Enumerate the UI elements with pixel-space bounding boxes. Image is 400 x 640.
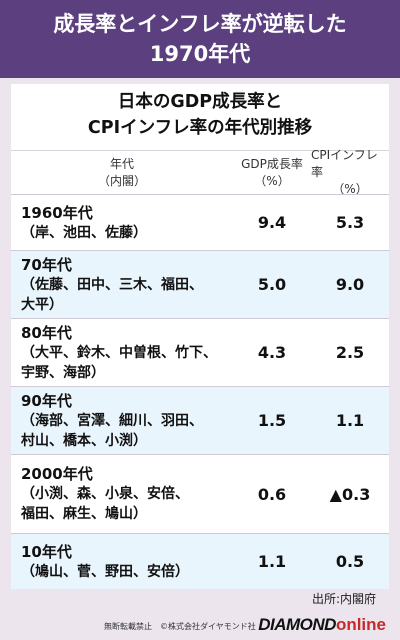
table-row: 70年代 （佐藤、田中、三木、福田、 大平） 5.0 9.0 <box>11 250 389 318</box>
decade-label: 90年代 <box>21 391 72 410</box>
cpi-value: ▲0.3 <box>329 484 371 504</box>
era-cell: 1960年代 （岸、池田、佐藤） <box>11 195 233 250</box>
decade-label: 1960年代 <box>21 203 93 222</box>
era-cell: 10年代 （鳩山、菅、野田、安倍） <box>11 534 233 589</box>
cpi-value: 2.5 <box>335 343 365 362</box>
era-cell: 90年代 （海部、宮澤、細川、羽田、 村山、橋本、小渕） <box>11 387 233 454</box>
header-gdp-label: GDP成長率 <box>241 156 303 171</box>
table-row: 1960年代 （岸、池田、佐藤） 9.4 5.3 <box>11 194 389 250</box>
logo-online: online <box>335 615 386 634</box>
prime-ministers-cont: 村山、橋本、小渕） <box>21 432 147 449</box>
table-row: 80年代 （大平、鈴木、中曽根、竹下、 宇野、海部） 4.3 2.5 <box>11 318 389 386</box>
title-banner: 成長率とインフレ率が逆転した 1970年代 <box>0 0 400 78</box>
table-row: 90年代 （海部、宮澤、細川、羽田、 村山、橋本、小渕） 1.5 1.1 <box>11 386 389 454</box>
copyright-notice: 無断転載禁止 ©株式会社ダイヤモンド社 <box>104 622 256 631</box>
card-title: 日本のGDP成長率と CPIインフレ率の年代別推移 <box>11 84 389 146</box>
era-cell: 70年代 （佐藤、田中、三木、福田、 大平） <box>11 251 233 318</box>
cpi-value: 5.3 <box>335 213 365 232</box>
era-cell: 80年代 （大平、鈴木、中曽根、竹下、 宇野、海部） <box>11 319 233 386</box>
table-row: 10年代 （鳩山、菅、野田、安倍） 1.1 0.5 <box>11 533 389 589</box>
gdp-value: 1.1 <box>257 552 287 571</box>
decade-label: 2000年代 <box>21 465 93 483</box>
table-header: 年代 （内閣） GDP成長率 （%） CPIインフレ率 （%） <box>11 148 389 196</box>
source-note: 出所:内閣府 <box>311 592 376 606</box>
prime-ministers: （大平、鈴木、中曽根、竹下、 <box>21 344 217 361</box>
header-era: 年代 （内閣） <box>11 151 233 194</box>
gdp-value: 4.3 <box>257 343 287 362</box>
cpi-value: 9.0 <box>335 275 365 294</box>
prime-ministers: （海部、宮澤、細川、羽田、 <box>21 412 203 429</box>
prime-ministers: （小渕、森、小泉、安倍、 <box>21 486 189 502</box>
diamond-online-logo: DIAMONDonline <box>258 615 386 635</box>
prime-ministers-cont: 大平） <box>21 296 63 313</box>
header-era-label: 年代 <box>109 156 134 171</box>
gdp-value: 9.4 <box>257 213 287 232</box>
gdp-value: 0.6 <box>257 484 287 504</box>
header-era-sub: （内閣） <box>97 173 146 188</box>
card-title-line2: CPIインフレ率の年代別推移 <box>87 118 313 138</box>
banner-title-line1: 成長率とインフレ率が逆転した <box>53 12 347 36</box>
era-cell: 2000年代 （小渕、森、小泉、安倍、 福田、麻生、鳩山） <box>11 455 233 533</box>
header-cpi: CPIインフレ率 （%） <box>311 148 389 196</box>
decade-label: 70年代 <box>21 255 72 274</box>
header-cpi-label: CPIインフレ率 <box>311 148 378 179</box>
table-row: 2000年代 （小渕、森、小泉、安倍、 福田、麻生、鳩山） 0.6 ▲0.3 <box>11 454 389 533</box>
prime-ministers: （鳩山、菅、野田、安倍） <box>21 563 189 580</box>
prime-ministers-cont: 宇野、海部） <box>21 364 105 381</box>
card-title-line1: 日本のGDP成長率と <box>117 92 283 112</box>
prime-ministers: （岸、池田、佐藤） <box>21 224 147 241</box>
decade-label: 80年代 <box>21 323 72 342</box>
header-gdp-unit: （%） <box>254 173 290 188</box>
gdp-value: 1.5 <box>257 411 287 430</box>
header-cpi-unit: （%） <box>332 182 368 196</box>
table-card: 日本のGDP成長率と CPIインフレ率の年代別推移 年代 （内閣） GDP成長率… <box>11 84 389 589</box>
banner-title-line2: 1970年代 <box>149 42 251 66</box>
header-gdp: GDP成長率 （%） <box>233 151 311 194</box>
cpi-value: 0.5 <box>335 552 365 571</box>
decade-label: 10年代 <box>21 542 72 561</box>
gdp-value: 5.0 <box>257 275 287 294</box>
prime-ministers-cont: 福田、麻生、鳩山） <box>21 506 147 522</box>
footer: 無断転載禁止 ©株式会社ダイヤモンド社 DIAMONDonline <box>0 611 400 640</box>
prime-ministers: （佐藤、田中、三木、福田、 <box>21 276 203 293</box>
logo-diamond: DIAMOND <box>258 615 336 634</box>
cpi-value: 1.1 <box>335 411 365 430</box>
